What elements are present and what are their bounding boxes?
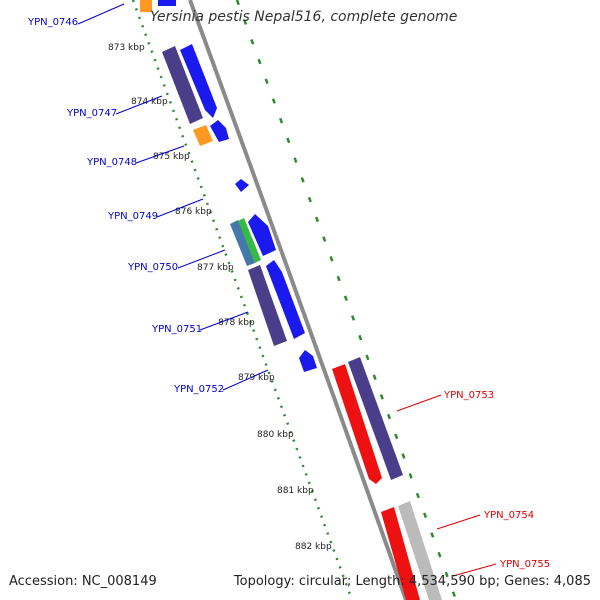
gene-label-leader: [396, 394, 442, 412]
genome-title: Yersinia pestis Nepal516, complete genom…: [150, 9, 458, 25]
gene-label-ypn0754[interactable]: YPN_0754: [483, 510, 534, 521]
kbp-tick-label: 876 kbp: [175, 207, 212, 217]
kbp-ruler: 873 kbp 874 kbp 875 kbp 876 kbp 877 kbp 878 k…: [108, 43, 332, 552]
gene-feature-ypn0750-a[interactable]: [230, 220, 255, 266]
gene-label-leader: [177, 249, 226, 269]
gene-label-leader: [135, 145, 185, 164]
gene-feature-ypn0754[interactable]: [398, 501, 442, 600]
gene-label-leader: [77, 3, 125, 25]
gene-label-ypn0746[interactable]: YPN_0746: [27, 17, 78, 28]
gene-label-leader: [452, 563, 497, 577]
cds-feature-ypn0751[interactable]: [266, 260, 305, 339]
gene-feature-ypn0751[interactable]: [248, 265, 287, 346]
cds-feature-ypn0750[interactable]: [248, 214, 276, 256]
genome-backbone: [188, 0, 408, 600]
gene-label-leader: [156, 198, 204, 218]
kbp-tick-label: 877 kbp: [197, 263, 234, 273]
accession-text: Accession: NC_008149: [9, 574, 157, 589]
gene-label-ypn0748[interactable]: YPN_0748: [86, 157, 137, 168]
cds-feature-ypn0753[interactable]: [332, 364, 382, 484]
gene-label-leader: [436, 514, 481, 530]
gene-feature-ypn0750-b[interactable]: [238, 218, 261, 263]
kbp-tick-label: 882 kbp: [295, 542, 332, 552]
gene-label-ypn0749[interactable]: YPN_0749: [107, 211, 158, 222]
gene-feature-ypn0748[interactable]: [193, 125, 213, 146]
gene-feature-ypn0753[interactable]: [348, 357, 403, 480]
gene-feature-ypn0746[interactable]: [140, 0, 152, 12]
cds-feature-ypn0747[interactable]: [180, 44, 217, 118]
kbp-tick-label: 873 kbp: [108, 43, 145, 53]
gene-label-leader: [222, 369, 269, 391]
cds-feature-ypn0752[interactable]: [299, 350, 317, 372]
cds-feature-ypn0754[interactable]: [381, 507, 420, 600]
gene-label-ypn0755[interactable]: YPN_0755: [499, 559, 550, 570]
cds-feature-ypn0749[interactable]: [235, 179, 249, 192]
gene-label-ypn0750[interactable]: YPN_0750: [127, 262, 178, 273]
gene-feature-ypn0747[interactable]: [162, 46, 203, 124]
cds-feature-ypn0746[interactable]: [158, 0, 176, 6]
gene-label-leader: [115, 95, 163, 115]
kbp-tick-label: 874 kbp: [131, 97, 168, 107]
kbp-tick-label: 875 kbp: [153, 152, 190, 162]
gene-label-ypn0753[interactable]: YPN_0753: [443, 390, 494, 401]
kbp-tick-label: 879 kbp: [238, 373, 275, 383]
kbp-tick-label: 878 kbp: [218, 318, 255, 328]
gene-label-leader: [199, 311, 249, 331]
gene-label-ypn0747[interactable]: YPN_0747: [66, 108, 117, 119]
inner-tick-track: [131, 0, 354, 600]
outer-tick-track: [235, 0, 458, 600]
gene-labels: YPN_0746 YPN_0747 YPN_0748 YPN_0749 YPN_0750…: [27, 3, 550, 577]
gene-label-ypn0752[interactable]: YPN_0752: [173, 384, 224, 395]
summary-text: Topology: circular; Length: 4,534,590 bp…: [233, 574, 591, 589]
kbp-tick-label: 881 kbp: [277, 486, 314, 496]
cds-feature-ypn0748[interactable]: [210, 120, 229, 142]
gene-label-ypn0751[interactable]: YPN_0751: [151, 324, 202, 335]
kbp-tick-label: 880 kbp: [257, 430, 294, 440]
